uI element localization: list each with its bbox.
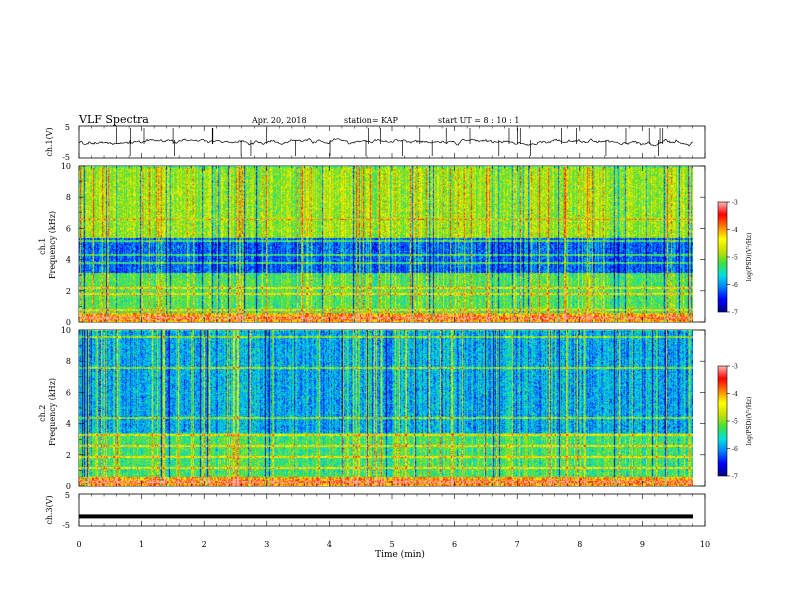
- ch1-waveform-panel: 5 -5 ch.1(V): [45, 123, 706, 162]
- colorbar-tick-label: -7: [732, 310, 738, 317]
- time-axis-label: Time (min): [375, 549, 425, 560]
- ytick-label: 6: [66, 224, 71, 233]
- time-axis-tick-labels: 0 1 2 3 4 5 6 7 8 9 10: [76, 540, 710, 549]
- xtick-label: 2: [202, 540, 207, 549]
- colorbar-tick-label: -5: [732, 419, 738, 426]
- ch1-ytick-bottom: -5: [62, 153, 70, 162]
- colorbar-tick-label: -3: [732, 200, 738, 207]
- ytick-label: 10: [61, 162, 71, 171]
- ch1-colorbar-ticks: -3 -4 -5 -6 -7: [727, 200, 738, 317]
- ytick-label: 4: [66, 256, 71, 265]
- ytick-label: 6: [66, 388, 71, 397]
- ch1-spectrogram-ylabel: ch.1 Frequency (kHz): [38, 211, 57, 279]
- ch3-ylabel: ch.3(V): [45, 495, 54, 524]
- colorbar-tick-label: -6: [732, 446, 738, 453]
- colorbar-tick-label: -3: [732, 364, 738, 371]
- ytick-label: 0: [66, 482, 71, 491]
- ch1-ytick-top: 5: [65, 123, 70, 132]
- colorbar-tick-label: -4: [732, 227, 738, 234]
- time-axis-ticks: [78, 126, 706, 526]
- ytick-label: 8: [66, 357, 71, 366]
- ch2-ylabel-quantity: Frequency (kHz): [48, 378, 57, 446]
- ch2-spectrogram-ylabel: ch.2 Frequency (kHz): [38, 378, 57, 446]
- ch3-ytick-bottom: -5: [62, 521, 70, 530]
- ch1-spectrogram-image: [79, 166, 693, 322]
- xtick-label: 3: [264, 540, 269, 549]
- ch2-colorbar-gradient: [718, 366, 727, 476]
- xtick-label: 9: [640, 540, 645, 549]
- ch1-waveform-spikes: [116, 128, 664, 156]
- xtick-label: 6: [452, 540, 457, 549]
- xtick-label: 1: [139, 540, 144, 549]
- station-label: station= KAP: [344, 116, 399, 125]
- ch2-colorbar-label: log(PSD)(V²/Hz): [746, 397, 753, 446]
- xtick-label: 7: [515, 540, 520, 549]
- ch1-colorbar-label: log(PSD)(V²/Hz): [746, 233, 753, 282]
- ch2-spectrogram-panel: 0 2 4 6 8 10 ch.2 Frequency (kHz): [38, 326, 706, 491]
- ch2-spectrogram-image: [79, 330, 693, 486]
- ytick-label: 8: [66, 193, 71, 202]
- ch1-ylabel-quantity: Frequency (kHz): [48, 211, 57, 279]
- ch1-ylabel: ch.1(V): [45, 127, 54, 156]
- colorbar-tick-label: -4: [732, 391, 738, 398]
- xtick-label: 8: [577, 540, 582, 549]
- ch2-colorbar-ticks: -3 -4 -5 -6 -7: [727, 364, 738, 481]
- ch1-spectrogram-yticks: 0 2 4 6 8 10: [61, 162, 705, 327]
- ytick-label: 0: [66, 318, 71, 327]
- xtick-label: 4: [327, 540, 332, 549]
- ch1-waveform-trace: [78, 138, 694, 147]
- xtick-label: 5: [389, 540, 394, 549]
- ch2-spectrogram-yticks: 0 2 4 6 8 10: [61, 326, 705, 491]
- ch1-colorbar: -3 -4 -5 -6 -7 log(PSD)(V²/Hz): [717, 200, 753, 317]
- ch3-waveform-panel: 5 -5 ch.3(V): [45, 491, 706, 530]
- figure-title: VLF Spectra: [78, 113, 149, 126]
- ch2-ylabel-channel: ch.2: [38, 405, 47, 422]
- xtick-label: 10: [700, 540, 710, 549]
- ytick-label: 10: [61, 326, 71, 335]
- colorbar-tick-label: -6: [732, 282, 738, 289]
- ch1-ylabel-channel: ch.1: [38, 238, 47, 255]
- ch3-ytick-top: 5: [65, 491, 70, 500]
- date-label: Apr. 20, 2018: [251, 116, 307, 125]
- ch2-colorbar: -3 -4 -5 -6 -7 log(PSD)(V²/Hz): [717, 364, 753, 481]
- ytick-label: 4: [66, 420, 71, 429]
- ch1-spectrogram-panel: 0 2 4 6 8 10 ch.1 Frequency (kHz): [38, 162, 706, 327]
- ytick-label: 2: [66, 451, 71, 460]
- ch1-colorbar-gradient: [718, 202, 727, 312]
- ch3-trace: [79, 514, 693, 519]
- colorbar-tick-label: -7: [732, 474, 738, 481]
- ytick-label: 2: [66, 287, 71, 296]
- xtick-label: 0: [76, 540, 81, 549]
- colorbar-tick-label: -5: [732, 255, 738, 262]
- start-time-label: start UT = 8 : 10 : 1: [438, 116, 519, 125]
- ch3-waveform-frame: [78, 493, 706, 527]
